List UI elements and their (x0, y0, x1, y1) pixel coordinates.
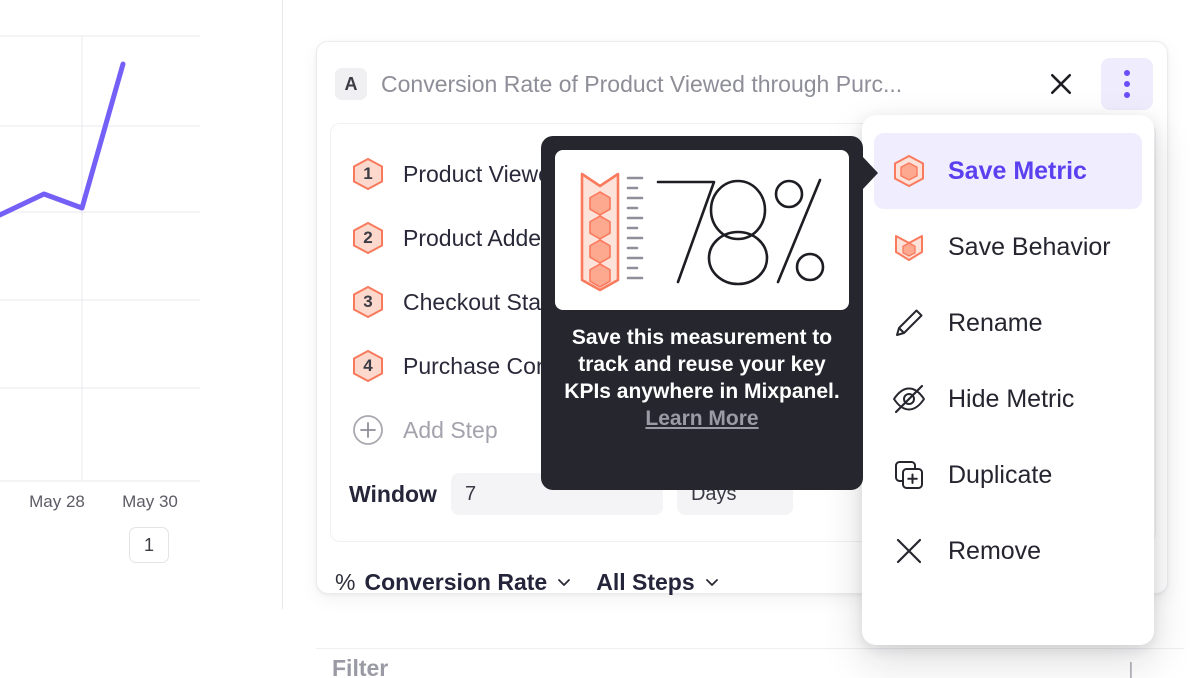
menu-item-save-metric[interactable]: Save Metric (874, 133, 1142, 209)
menu-item-hide-metric[interactable]: Hide Metric (874, 361, 1142, 437)
step-number-hexagon: 1 (351, 157, 385, 191)
step-number: 4 (363, 356, 373, 375)
all-steps-select[interactable]: All Steps (596, 569, 719, 596)
tooltip-percentage-value (656, 178, 825, 286)
tooltip-arrow (862, 156, 878, 190)
menu-item-remove[interactable]: Remove (874, 513, 1142, 589)
step-number: 2 (363, 228, 373, 247)
metric-options-menu: Save Metric Save Behavior Rename (862, 115, 1154, 645)
menu-item-duplicate[interactable]: Duplicate (874, 437, 1142, 513)
more-vertical-icon (1124, 68, 1130, 101)
learn-more-link[interactable]: Learn More (645, 407, 759, 430)
line-chart (0, 35, 200, 482)
duplicate-icon (892, 458, 926, 492)
percent-icon: % (335, 568, 356, 595)
filter-divider (316, 648, 1184, 649)
page-number-badge[interactable]: 1 (129, 527, 169, 563)
funnel-hexagons-icon (580, 172, 644, 292)
chart-panel: May 28 May 30 1 (0, 0, 283, 609)
tooltip-body-text: Save this measurement to track and reuse… (564, 326, 840, 403)
close-icon (1050, 73, 1072, 95)
chevron-down-icon (558, 579, 571, 586)
menu-item-label: Rename (948, 308, 1043, 337)
x-tick-label: May 28 (29, 492, 85, 511)
step-number-hexagon: 4 (351, 349, 385, 383)
menu-item-label: Save Metric (948, 156, 1087, 185)
funnel-step-row[interactable]: 1 Product Viewed (331, 142, 1155, 206)
menu-item-save-behavior[interactable]: Save Behavior (874, 209, 1142, 285)
menu-item-label: Remove (948, 536, 1042, 565)
step-label: Product Viewed (403, 160, 564, 187)
menu-item-label: Hide Metric (948, 384, 1075, 413)
window-label: Window (349, 480, 437, 507)
eye-off-icon (892, 382, 926, 416)
pencil-icon (892, 306, 926, 340)
step-number: 1 (363, 164, 373, 183)
save-metric-hexagon-icon (892, 154, 926, 188)
plus-circle-icon (353, 415, 383, 445)
menu-item-rename[interactable]: Rename (874, 285, 1142, 361)
chart-x-axis: May 28 May 30 (0, 482, 200, 522)
metric-letter-badge: A (335, 68, 367, 100)
chevron-down-icon (705, 579, 718, 586)
menu-item-label: Duplicate (948, 460, 1053, 489)
metric-title[interactable]: Conversion Rate of Product Viewed throug… (381, 70, 903, 97)
step-number-hexagon: 2 (351, 221, 385, 255)
add-step-label: Add Step (403, 416, 498, 443)
close-icon (892, 534, 926, 568)
metric-options-button[interactable] (1101, 58, 1153, 110)
step-number-hexagon: 3 (351, 285, 385, 319)
card-footer-controls: % Conversion Rate All Steps (335, 554, 720, 610)
card-header: A Conversion Rate of Product Viewed thro… (317, 42, 1169, 126)
menu-item-label: Save Behavior (948, 232, 1111, 261)
filter-end-marker: | (1128, 658, 1134, 678)
filter-label[interactable]: Filter (332, 655, 389, 678)
conversion-rate-select[interactable]: % Conversion Rate (335, 569, 572, 596)
steps-scope-label: All Steps (596, 568, 695, 595)
close-button[interactable] (1035, 58, 1087, 110)
save-behavior-funnel-icon (892, 230, 926, 264)
x-tick-label: May 30 (122, 492, 178, 511)
tooltip-illustration (555, 150, 849, 310)
step-number: 3 (363, 292, 373, 311)
add-step-button[interactable]: Add Step (331, 398, 1155, 462)
measure-label: Conversion Rate (364, 568, 548, 595)
save-metric-tooltip: Save this measurement to track and reuse… (541, 136, 863, 490)
